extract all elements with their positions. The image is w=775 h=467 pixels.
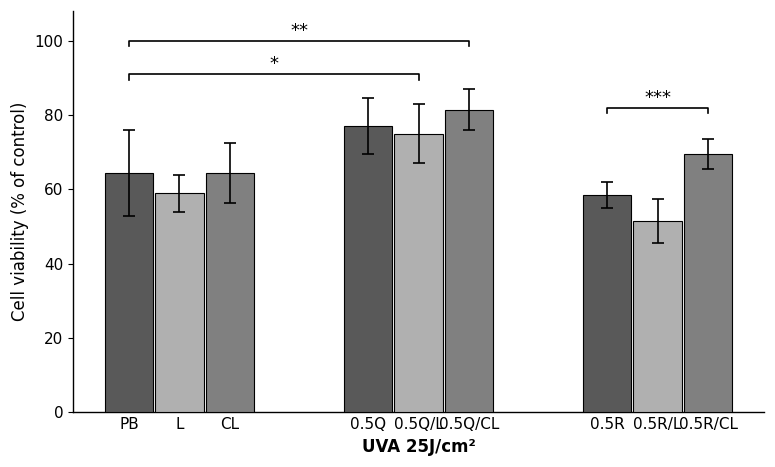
- Bar: [445, 110, 494, 412]
- Bar: [394, 134, 443, 412]
- Bar: [633, 221, 682, 412]
- Bar: [344, 126, 392, 412]
- Bar: [583, 195, 632, 412]
- X-axis label: UVA 25J/cm²: UVA 25J/cm²: [362, 438, 475, 456]
- Y-axis label: Cell viability (% of control): Cell viability (% of control): [11, 102, 29, 321]
- Bar: [205, 173, 254, 412]
- Bar: [155, 193, 204, 412]
- Text: *: *: [269, 55, 278, 73]
- Bar: [684, 154, 732, 412]
- Text: **: **: [290, 22, 308, 40]
- Bar: [105, 173, 153, 412]
- Text: ***: ***: [644, 89, 671, 106]
